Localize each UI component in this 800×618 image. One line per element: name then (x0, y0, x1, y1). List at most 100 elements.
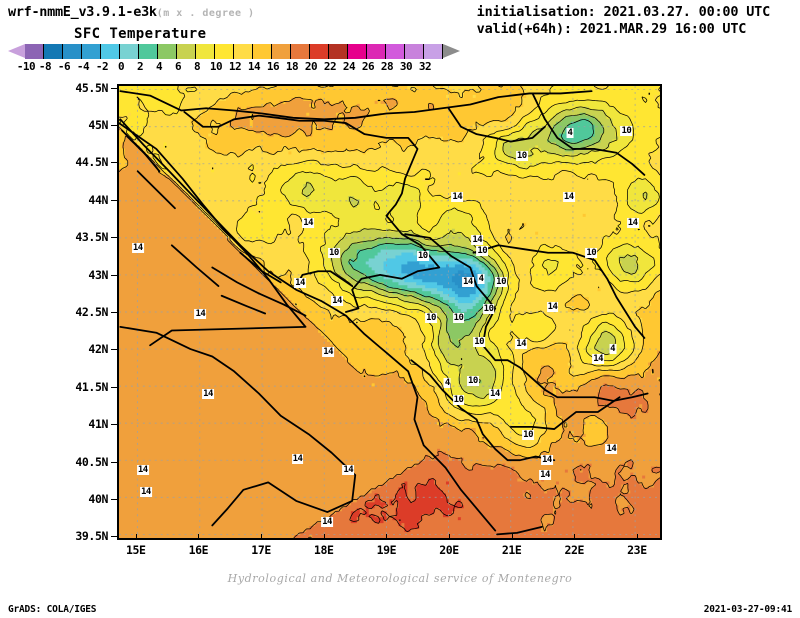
x-axis-tick-label: 21E (501, 543, 522, 557)
contour-value-label: 10 (452, 312, 465, 323)
colorbar-swatch (63, 44, 82, 59)
colorbar-tick-label: -4 (76, 60, 90, 73)
colorbar: -10 -8 -6 -4 -2 0 2 4 6 8 10 12 14 16 18 20 22 24 26 28 30 32 (0, 44, 470, 74)
contour-value-label: 14 (546, 301, 559, 312)
y-axis-tick-label: 44.5N (75, 155, 108, 170)
colorbar-swatch (215, 44, 234, 59)
y-axis-tick-mark (111, 87, 117, 89)
x-axis-tick-label: 20E (439, 543, 459, 557)
y-axis-tick-label: 40N (88, 491, 108, 506)
colorbar-swatch (177, 44, 196, 59)
y-axis-tick-label: 42N (88, 342, 108, 357)
y-axis-tick-label: 45N (88, 118, 108, 133)
x-axis-tick-mark (261, 534, 263, 540)
agency-credit: Hydrological and Meteorological service … (227, 572, 573, 585)
y-axis-tick-mark (111, 162, 117, 164)
y-axis-tick-label: 41.5N (75, 379, 108, 394)
contour-value-label: 14 (194, 309, 207, 319)
contour-value-label: 10 (466, 376, 479, 387)
y-axis-tick-label: 43.5N (75, 230, 108, 245)
colorbar-tick-label: 22 (323, 60, 337, 73)
contour-value-label: 14 (131, 243, 144, 254)
colorbar-over-cap (443, 44, 460, 58)
model-title-name: wrf-nmmE_v3.9.1-e3k (8, 4, 157, 20)
y-axis-tick-mark (111, 536, 117, 538)
x-axis-tick-mark (386, 534, 388, 540)
latlon-gridlines (119, 86, 660, 538)
contour-value-label: 14 (136, 464, 149, 475)
y-axis-tick-mark (111, 237, 117, 239)
model-title: wrf-nmmE_v3.9.1-e3k(m x . degree ) (8, 4, 255, 20)
x-axis-tick-label: 17E (251, 543, 271, 557)
colorbar-tick-label: -8 (38, 60, 52, 73)
contour-value-label: 10 (473, 337, 486, 348)
colorbar-swatches (8, 44, 460, 59)
colorbar-swatch (272, 44, 291, 59)
contour-value-label: 14 (322, 347, 335, 358)
contour-value-label: 10 (495, 276, 508, 287)
colorbar-swatch (329, 44, 348, 59)
y-axis-tick-mark (111, 125, 117, 127)
coastlines (119, 118, 543, 536)
y-axis-tick-label: 42.5N (75, 305, 108, 319)
map-plot-area[interactable]: 14 14 14 14 14 14 14 14 14 14 14 14 14 14 14 14 14 14 14 14… (117, 84, 662, 540)
colorbar-tick-label: 28 (380, 60, 394, 73)
colorbar-swatch (367, 44, 386, 59)
x-axis-tick-label: 19E (376, 543, 397, 557)
colorbar-swatch (424, 44, 443, 59)
contour-value-label: 4 (609, 344, 617, 355)
colorbar-swatch (25, 44, 44, 59)
colorbar-tick-label: 0 (117, 60, 125, 73)
temperature-raster (119, 86, 660, 538)
x-axis-tick-label: 15E (125, 543, 146, 557)
contour-value-label: 14 (139, 486, 152, 497)
colorbar-tick-label: 20 (304, 60, 318, 73)
y-axis-tick-mark (111, 498, 117, 500)
colorbar-swatch (196, 44, 215, 59)
x-axis-tick-label: 18E (313, 543, 334, 557)
x-axis-tick-mark (636, 534, 638, 540)
y-axis-tick-mark (111, 274, 117, 276)
colorbar-swatch (310, 44, 329, 59)
y-axis-tick-label: 44N (88, 192, 108, 207)
y-axis-tick-label: 43N (88, 267, 108, 282)
colorbar-tick-label: -2 (95, 60, 109, 73)
colorbar-swatch (120, 44, 139, 59)
contour-value-label: 14 (626, 217, 639, 228)
run-info-block: initialisation: 2021.03.27. 00:00 UTC va… (476, 4, 771, 38)
contour-value-label: 14 (515, 338, 528, 349)
y-axis-tick-mark (111, 349, 117, 351)
contour-value-label: 14 (461, 276, 474, 287)
colorbar-swatch (234, 44, 253, 59)
colorbar-tick-label: 10 (209, 60, 223, 73)
contour-value-label: 14 (471, 235, 484, 245)
y-axis-tick-mark (111, 461, 117, 463)
colorbar-swatch (405, 44, 424, 59)
contour-value-label: 10 (620, 125, 633, 136)
contour-value-label: 14 (592, 353, 605, 364)
colorbar-swatch (291, 44, 310, 59)
x-axis-tick-mark (323, 534, 325, 540)
contour-value-label: 10 (482, 303, 495, 314)
y-axis-tick-label: 45.5N (75, 80, 108, 95)
contour-value-label: 14 (540, 454, 553, 465)
y-axis-tick-label: 40.5N (75, 454, 108, 469)
field-title: SFC Temperature (74, 26, 207, 42)
initialisation-time: initialisation: 2021.03.27. 00:00 UTC (476, 4, 771, 20)
contour-value-label: 10 (476, 245, 489, 256)
contour-value-label: 14 (562, 191, 575, 202)
colorbar-tick-label: 16 (266, 60, 280, 73)
grads-credit: GrADS: COLA/IGES (8, 604, 97, 615)
colorbar-swatch (386, 44, 405, 59)
y-axis-tick-mark (111, 312, 117, 313)
contour-value-label: 10 (452, 395, 465, 405)
y-axis-tick-mark (111, 199, 117, 201)
colorbar-swatch (44, 44, 63, 59)
colorbar-tick-label: -6 (57, 60, 71, 73)
colorbar-tick-label: 8 (193, 60, 201, 73)
colorbar-swatch (158, 44, 177, 59)
render-timestamp: 2021-03-27-09:41 (703, 604, 793, 615)
contour-value-label: 14 (539, 469, 551, 480)
colorbar-tick-label: 14 (247, 60, 261, 73)
contour-value-label: 14 (202, 389, 214, 399)
